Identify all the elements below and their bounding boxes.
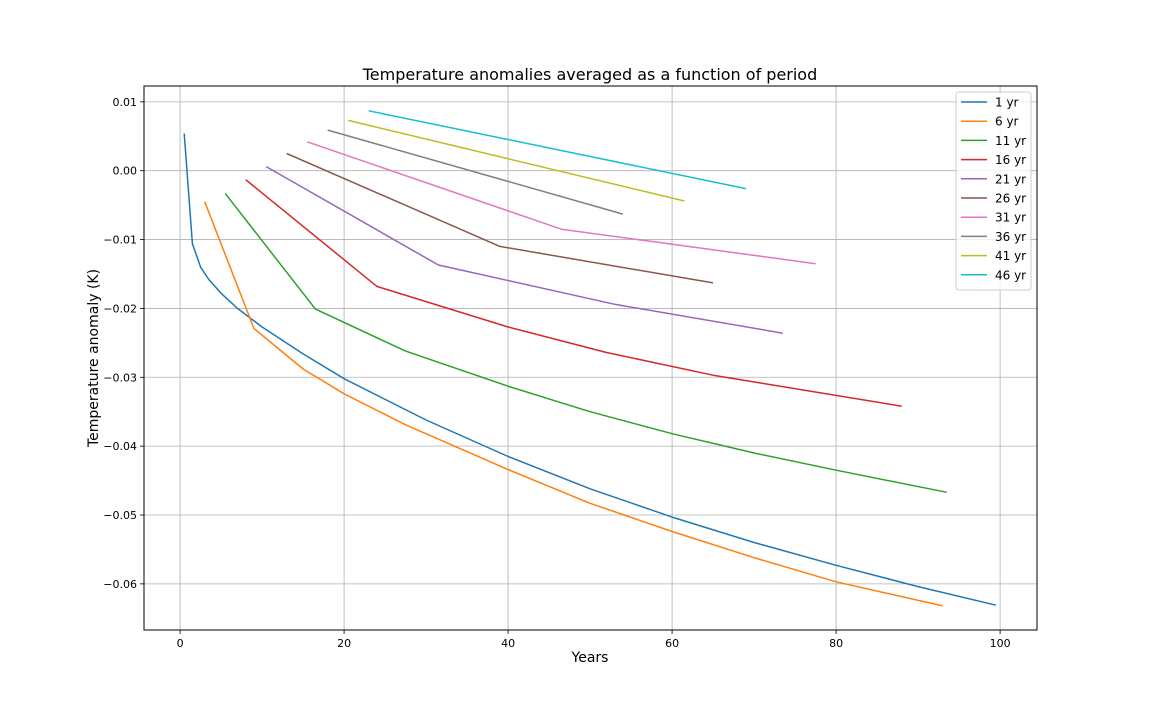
series-line-46-yr <box>368 110 747 190</box>
y-axis-label: Temperature anomaly (K) <box>86 269 102 448</box>
y-tick-label: −0.03 <box>103 371 137 384</box>
x-tick-label: 60 <box>665 637 679 650</box>
y-tick-label: −0.06 <box>103 578 137 591</box>
y-tick-label: 0.00 <box>113 165 138 178</box>
legend-label: 11 yr <box>995 134 1026 148</box>
legend-label: 1 yr <box>995 96 1019 110</box>
legend-label: 6 yr <box>995 115 1019 129</box>
x-tick-label: 0 <box>177 637 184 650</box>
y-tick-label: −0.04 <box>103 440 137 453</box>
y-tick-label: −0.05 <box>103 509 137 522</box>
series-line-26-yr <box>286 152 714 284</box>
y-tick-label: −0.02 <box>103 302 137 315</box>
series-line-36-yr <box>327 129 624 215</box>
legend-label: 31 yr <box>995 211 1026 225</box>
x-tick-label: 20 <box>337 637 351 650</box>
y-tick-label: −0.01 <box>103 234 137 247</box>
series-line-11-yr <box>224 192 947 494</box>
x-tick-label: 100 <box>990 637 1011 650</box>
series-line-31-yr <box>306 141 816 265</box>
x-tick-label: 40 <box>501 637 515 650</box>
y-tick-label: 0.01 <box>113 96 138 109</box>
series-line-1-yr <box>183 133 997 606</box>
series-line-16-yr <box>245 179 902 407</box>
series-line-21-yr <box>265 165 783 334</box>
plot-frame <box>143 85 1038 631</box>
legend-label: 16 yr <box>995 153 1026 167</box>
series-lines <box>183 110 997 607</box>
grid <box>144 86 1037 630</box>
series-line-6-yr <box>204 201 943 607</box>
chart-title: Temperature anomalies averaged as a func… <box>362 65 818 84</box>
legend-label: 41 yr <box>995 249 1026 263</box>
axis-ticks: 0 20 40 60 80 100 −0.06 −0.05 −0.04 −0.03 −0.02 −0.… <box>103 96 1010 650</box>
legend-label: 36 yr <box>995 230 1026 244</box>
series-line-41-yr <box>348 119 685 202</box>
legend-label: 46 yr <box>995 268 1026 282</box>
x-axis-label: Years <box>571 650 609 666</box>
x-tick-label: 80 <box>829 637 843 650</box>
legend: 1 yr 6 yr 11 yr 16 yr 21 yr 26 yr 31 yr 36 yr 41… <box>955 91 1032 291</box>
legend-label: 21 yr <box>995 172 1026 186</box>
legend-label: 26 yr <box>995 192 1026 206</box>
legend-box <box>955 91 1032 291</box>
